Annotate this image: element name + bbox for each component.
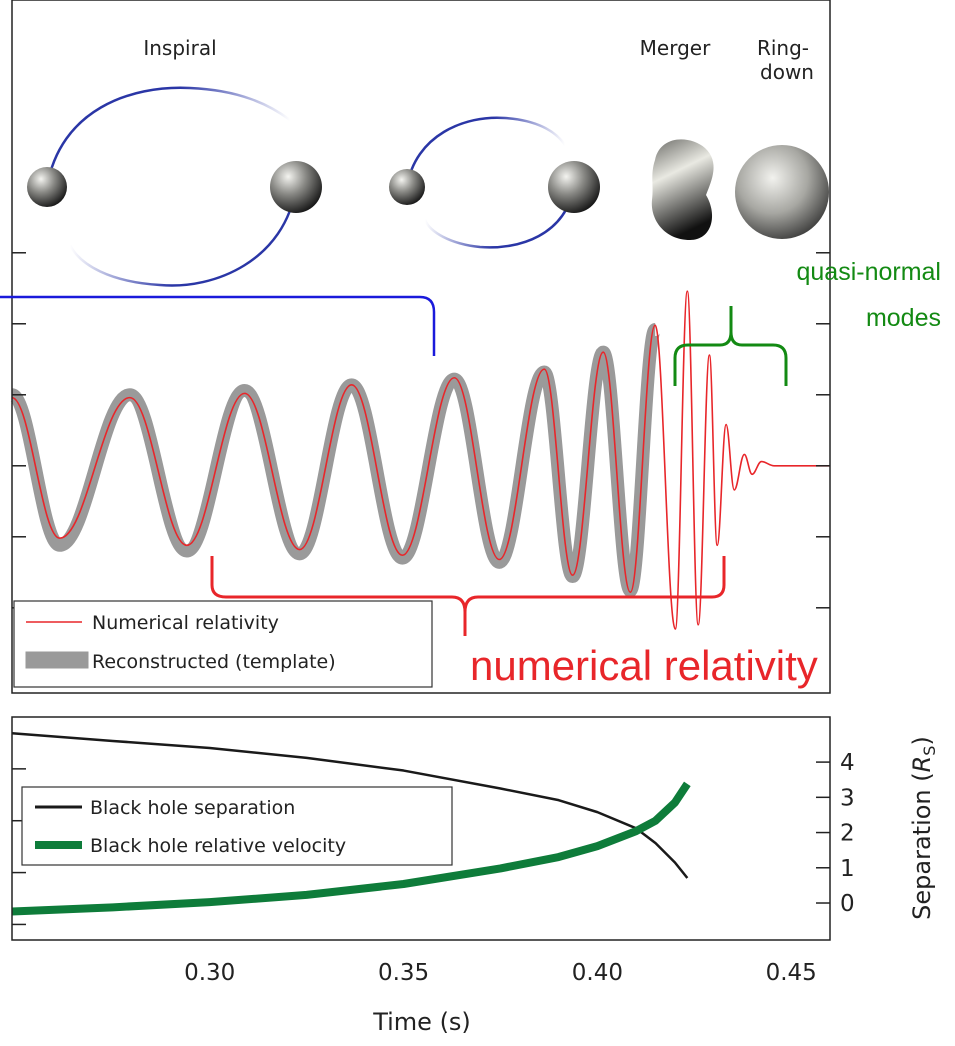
phase-label: Ring-	[757, 36, 809, 60]
final-black-hole	[735, 145, 829, 239]
annotation: modes	[866, 304, 941, 332]
black-hole	[27, 167, 67, 207]
y2-tick-label: 3	[840, 785, 855, 811]
axes-frame	[11, 716, 831, 941]
label-part: R	[908, 756, 936, 773]
y2-tick-label: 4	[840, 750, 855, 776]
legend-label: Numerical relativity	[92, 612, 279, 634]
y2-tick-label: 1	[840, 856, 855, 882]
legend-box	[13, 600, 433, 688]
axis-layer: 0.30 0.35 0.40 0.45 0 1 2 3 4	[12, 252, 855, 986]
axes-frame	[11, 0, 831, 694]
legend-label: Black hole relative velocity	[90, 835, 346, 857]
illustration: Inspiral Merger Ring- down	[27, 36, 829, 287]
y2-axis-label: Separation (RS)	[908, 736, 939, 920]
label-part: Separation (	[908, 772, 936, 919]
orbit-arc	[45, 86, 291, 188]
annotation: numerical relativity	[470, 642, 818, 689]
orbit-arc	[68, 186, 298, 287]
bracket	[673, 306, 788, 386]
series-line	[11, 781, 691, 916]
series-line	[11, 731, 689, 879]
legend-label: Black hole separation	[90, 797, 295, 819]
legend: Black hole separation Black hole relativ…	[21, 786, 453, 866]
y2-tick-label: 0	[840, 891, 855, 917]
y2-tick-label: 2	[840, 821, 855, 847]
black-hole	[270, 161, 322, 213]
legend: Numerical relativity Reconstructed (temp…	[13, 600, 433, 688]
phase-label: down	[760, 60, 814, 84]
x-tick-label: 0.35	[378, 960, 429, 986]
x-axis-label: Time (s)	[372, 1008, 471, 1036]
phase-label: Merger	[640, 36, 711, 60]
series-line	[11, 290, 830, 630]
data-layer	[8, 290, 830, 916]
series-line	[8, 322, 662, 598]
legend-swatch	[25, 651, 89, 669]
black-hole	[389, 169, 425, 205]
x-tick-label: 0.30	[184, 960, 235, 986]
black-hole	[548, 161, 600, 213]
orbit-arc	[423, 186, 576, 249]
orbit-arc	[405, 116, 567, 188]
merger-remnant	[651, 139, 714, 240]
x-tick-label: 0.40	[572, 960, 623, 986]
legend-label: Reconstructed (template)	[92, 651, 336, 673]
label-part: S	[920, 746, 939, 756]
label-part: )	[908, 736, 936, 745]
x-tick-label: 0.45	[766, 960, 817, 986]
phase-label: Inspiral	[143, 36, 216, 60]
bracket	[210, 556, 726, 636]
bracket	[0, 295, 436, 356]
annotation: quasi-normal	[796, 258, 941, 286]
legend-box	[21, 786, 453, 866]
